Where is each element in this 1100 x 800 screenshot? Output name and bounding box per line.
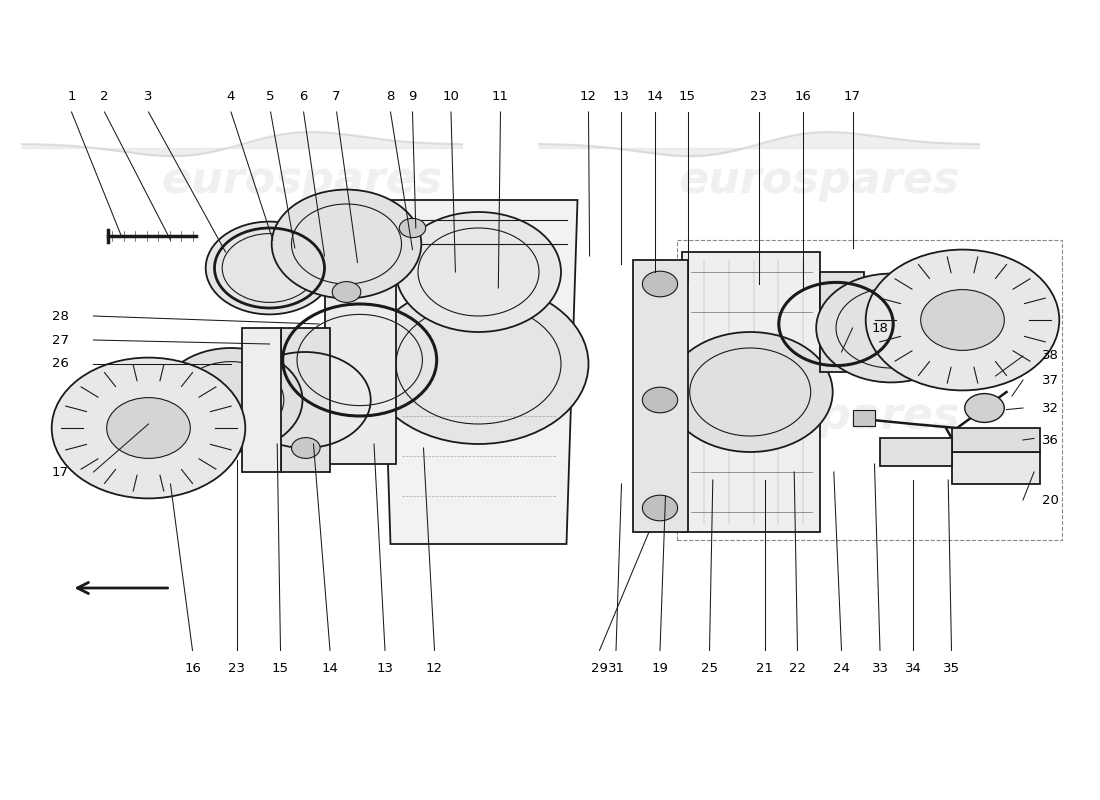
Text: 20: 20 [1042, 494, 1059, 506]
Circle shape [965, 394, 1004, 422]
Text: 1: 1 [67, 90, 76, 102]
Circle shape [160, 348, 302, 452]
Text: 35: 35 [943, 662, 960, 674]
Text: 9: 9 [408, 90, 417, 102]
Text: 23: 23 [750, 90, 768, 102]
Polygon shape [952, 452, 1040, 484]
Text: 31: 31 [607, 662, 625, 674]
Circle shape [292, 438, 320, 458]
Text: 33: 33 [871, 662, 889, 674]
Circle shape [642, 271, 678, 297]
Text: 24: 24 [833, 662, 850, 674]
Text: 17: 17 [844, 90, 861, 102]
Circle shape [921, 290, 1004, 350]
Text: 11: 11 [492, 90, 509, 102]
Circle shape [642, 495, 678, 521]
Text: 36: 36 [1042, 434, 1059, 446]
Polygon shape [820, 272, 864, 372]
Circle shape [396, 212, 561, 332]
Text: 15: 15 [272, 662, 289, 674]
Circle shape [399, 218, 426, 238]
Circle shape [368, 284, 588, 444]
Circle shape [107, 398, 190, 458]
Text: 2: 2 [100, 90, 109, 102]
Text: 12: 12 [426, 662, 443, 674]
Text: 16: 16 [184, 662, 201, 674]
Circle shape [642, 387, 678, 413]
Text: 12: 12 [580, 90, 597, 102]
Text: 16: 16 [794, 90, 812, 102]
Polygon shape [324, 256, 396, 464]
Polygon shape [632, 260, 688, 532]
Polygon shape [242, 328, 280, 472]
Text: eurospares: eurospares [162, 158, 443, 202]
Text: eurospares: eurospares [679, 158, 960, 202]
Text: 8: 8 [386, 90, 395, 102]
Text: 26: 26 [52, 358, 69, 370]
Text: 3: 3 [144, 90, 153, 102]
Polygon shape [952, 428, 1040, 452]
Polygon shape [682, 252, 820, 532]
Text: 21: 21 [756, 662, 773, 674]
Text: 15: 15 [679, 90, 696, 102]
Text: 37: 37 [1042, 374, 1059, 386]
Circle shape [52, 358, 245, 498]
Circle shape [816, 274, 966, 382]
Text: 22: 22 [789, 662, 806, 674]
Text: 23: 23 [228, 662, 245, 674]
Polygon shape [280, 328, 330, 472]
Text: 6: 6 [299, 90, 308, 102]
Circle shape [668, 332, 833, 452]
Text: 13: 13 [376, 662, 394, 674]
Polygon shape [852, 410, 874, 426]
Text: eurospares: eurospares [679, 394, 960, 438]
Text: 29: 29 [591, 662, 608, 674]
Text: 28: 28 [52, 310, 69, 322]
Text: 32: 32 [1042, 402, 1059, 414]
Text: 25: 25 [701, 662, 718, 674]
Text: 18: 18 [871, 322, 889, 334]
Circle shape [206, 222, 333, 314]
Text: 14: 14 [646, 90, 663, 102]
Polygon shape [379, 200, 578, 544]
Text: 5: 5 [266, 90, 275, 102]
Text: 38: 38 [1042, 350, 1059, 362]
Text: 13: 13 [613, 90, 630, 102]
Circle shape [272, 190, 421, 298]
Text: 4: 4 [227, 90, 235, 102]
Text: eurospares: eurospares [162, 394, 443, 438]
Circle shape [866, 250, 1059, 390]
Text: 10: 10 [442, 90, 460, 102]
Text: 14: 14 [321, 662, 339, 674]
Text: 17: 17 [52, 466, 69, 478]
Text: 27: 27 [52, 334, 69, 346]
Circle shape [332, 282, 361, 302]
Text: 19: 19 [651, 662, 669, 674]
Text: 7: 7 [332, 90, 341, 102]
Polygon shape [880, 438, 952, 466]
Text: 34: 34 [904, 662, 922, 674]
